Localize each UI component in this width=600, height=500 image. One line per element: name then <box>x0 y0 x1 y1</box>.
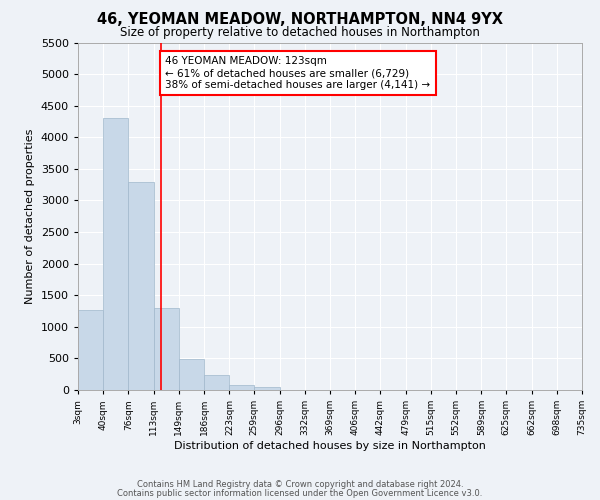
Bar <box>128 182 154 390</box>
Text: Size of property relative to detached houses in Northampton: Size of property relative to detached ho… <box>120 26 480 39</box>
Bar <box>204 375 229 390</box>
Text: Contains public sector information licensed under the Open Government Licence v3: Contains public sector information licen… <box>118 488 482 498</box>
Bar <box>229 385 254 390</box>
Bar <box>179 359 204 390</box>
Bar <box>254 387 280 390</box>
Bar <box>154 308 179 390</box>
Text: 46, YEOMAN MEADOW, NORTHAMPTON, NN4 9YX: 46, YEOMAN MEADOW, NORTHAMPTON, NN4 9YX <box>97 12 503 28</box>
Text: 46 YEOMAN MEADOW: 123sqm
← 61% of detached houses are smaller (6,729)
38% of sem: 46 YEOMAN MEADOW: 123sqm ← 61% of detach… <box>166 56 431 90</box>
Y-axis label: Number of detached properties: Number of detached properties <box>25 128 35 304</box>
Bar <box>103 118 128 390</box>
X-axis label: Distribution of detached houses by size in Northampton: Distribution of detached houses by size … <box>174 441 486 451</box>
Text: Contains HM Land Registry data © Crown copyright and database right 2024.: Contains HM Land Registry data © Crown c… <box>137 480 463 489</box>
Bar <box>78 310 103 390</box>
